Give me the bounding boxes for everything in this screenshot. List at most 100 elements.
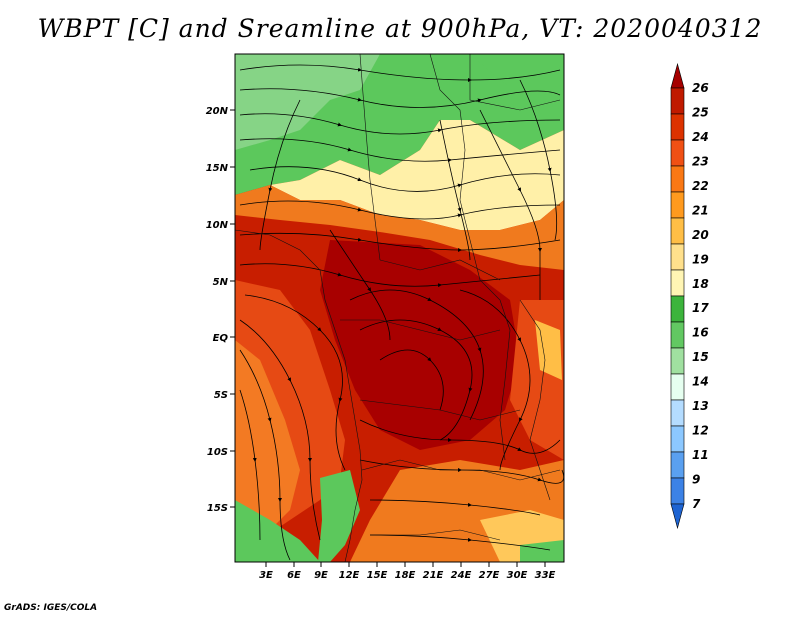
streamline <box>239 349 291 561</box>
lat-label: 10S <box>207 447 228 458</box>
plot-title: WBPT [C] and Sreamline at 900hPa, VT: 20… <box>37 14 763 43</box>
colorbar-swatch <box>670 243 685 271</box>
field-band-lightgreen <box>235 54 380 150</box>
lon-label: 27E <box>479 570 500 581</box>
colorbar-swatch <box>670 269 685 297</box>
streamline <box>479 109 542 300</box>
streamlines <box>239 64 564 561</box>
colorbar-swatch <box>670 477 685 505</box>
border-line <box>340 319 501 341</box>
border-line <box>429 54 471 241</box>
streamline <box>439 119 471 261</box>
colorbar: 26 25 24 23 22 21 20 19 18 17 16 15 14 13 12 11 9 7 <box>670 62 709 530</box>
colorbar-label: 23 <box>692 154 709 168</box>
border-line <box>370 529 501 541</box>
field-band-yellow-east <box>535 320 562 380</box>
colorbar-label: 26 <box>692 81 709 95</box>
lat-label: 5S <box>214 390 228 401</box>
border-line <box>379 259 501 281</box>
streamline <box>244 294 346 471</box>
country-borders <box>235 54 561 562</box>
field-band-pale-yellow <box>270 120 564 230</box>
streamline <box>259 99 301 251</box>
colorbar-swatch <box>670 321 685 349</box>
lat-label: 10N <box>206 220 229 231</box>
lon-label: 21E <box>423 570 444 581</box>
colorbar-label: 17 <box>692 301 709 315</box>
streamline <box>369 499 541 516</box>
streamline <box>369 534 551 551</box>
colorbar-top-arrow <box>670 62 685 89</box>
colorbar-label: 25 <box>692 105 709 119</box>
border-line <box>359 399 521 421</box>
lon-label: 3E <box>259 570 273 581</box>
streamline <box>239 113 561 135</box>
streamline <box>239 263 541 288</box>
colorbar-label: 22 <box>692 179 709 193</box>
field-band-ltorange-west <box>235 340 300 545</box>
streamline <box>519 79 558 241</box>
lat-label: 15S <box>207 503 228 514</box>
streamline <box>239 319 321 541</box>
colorbar-label: 24 <box>692 130 709 144</box>
colorbar-label: 21 <box>692 203 709 217</box>
streamline <box>249 166 561 192</box>
temperature-field <box>235 54 564 562</box>
colorbar-label: 15 <box>692 350 709 364</box>
lon-label: 24E <box>451 570 472 581</box>
colorbar-label: 9 <box>692 473 700 487</box>
lat-label: 15N <box>206 163 229 174</box>
lon-label: 6E <box>287 570 301 581</box>
colorbar-swatch <box>670 347 685 375</box>
field-band-green-se <box>520 540 564 562</box>
footer-credit: GrADS: IGES/COLA <box>4 603 98 613</box>
streamline <box>239 232 561 253</box>
colorbar-swatch <box>670 191 685 219</box>
colorbar-label: 20 <box>692 228 709 242</box>
coastline-west <box>235 229 363 562</box>
colorbar-label: 16 <box>692 326 709 340</box>
field-band-green-south <box>318 470 360 562</box>
streamline <box>379 349 444 411</box>
lat-axis: 20N 15N 10N 5N EQ 5S 10S 15S <box>206 106 235 514</box>
streamline <box>359 419 561 454</box>
lat-label: 5N <box>213 277 229 288</box>
colorbar-swatch <box>670 425 685 453</box>
field-band-green-sw <box>235 500 320 562</box>
border-line <box>469 54 561 111</box>
lon-label: 33E <box>535 570 556 581</box>
border-line <box>469 239 511 461</box>
colorbar-label: 19 <box>692 252 709 266</box>
map-frame <box>234 53 565 563</box>
border-line <box>519 299 551 501</box>
lon-label: 15E <box>367 570 388 581</box>
streamline <box>239 88 561 108</box>
colorbar-label: 14 <box>692 375 709 389</box>
colorbar-swatch <box>670 87 685 115</box>
streamline <box>359 319 473 441</box>
colorbar-swatch <box>670 165 685 193</box>
streamline <box>359 459 564 484</box>
colorbar-swatch <box>670 139 685 167</box>
streamline <box>239 389 261 541</box>
colorbar-swatch <box>670 451 685 479</box>
lon-label: 12E <box>339 570 360 581</box>
colorbar-swatch <box>670 373 685 401</box>
lat-label: 20N <box>206 106 229 117</box>
lat-label: EQ <box>213 333 229 344</box>
streamline <box>239 64 561 83</box>
colorbar-label: 11 <box>692 448 709 462</box>
colorbar-swatch <box>670 295 685 323</box>
streamline <box>239 200 561 220</box>
lon-label: 30E <box>507 570 528 581</box>
colorbar-swatch <box>670 399 685 427</box>
colorbar-label: 13 <box>692 399 709 413</box>
streamline <box>329 229 391 341</box>
colorbar-bottom-arrow <box>670 503 685 530</box>
field-band-orange-north <box>235 185 564 270</box>
border-line <box>361 459 561 481</box>
colorbar-swatch <box>670 217 685 245</box>
lon-label: 9E <box>314 570 328 581</box>
colorbar-label: 12 <box>692 424 709 438</box>
